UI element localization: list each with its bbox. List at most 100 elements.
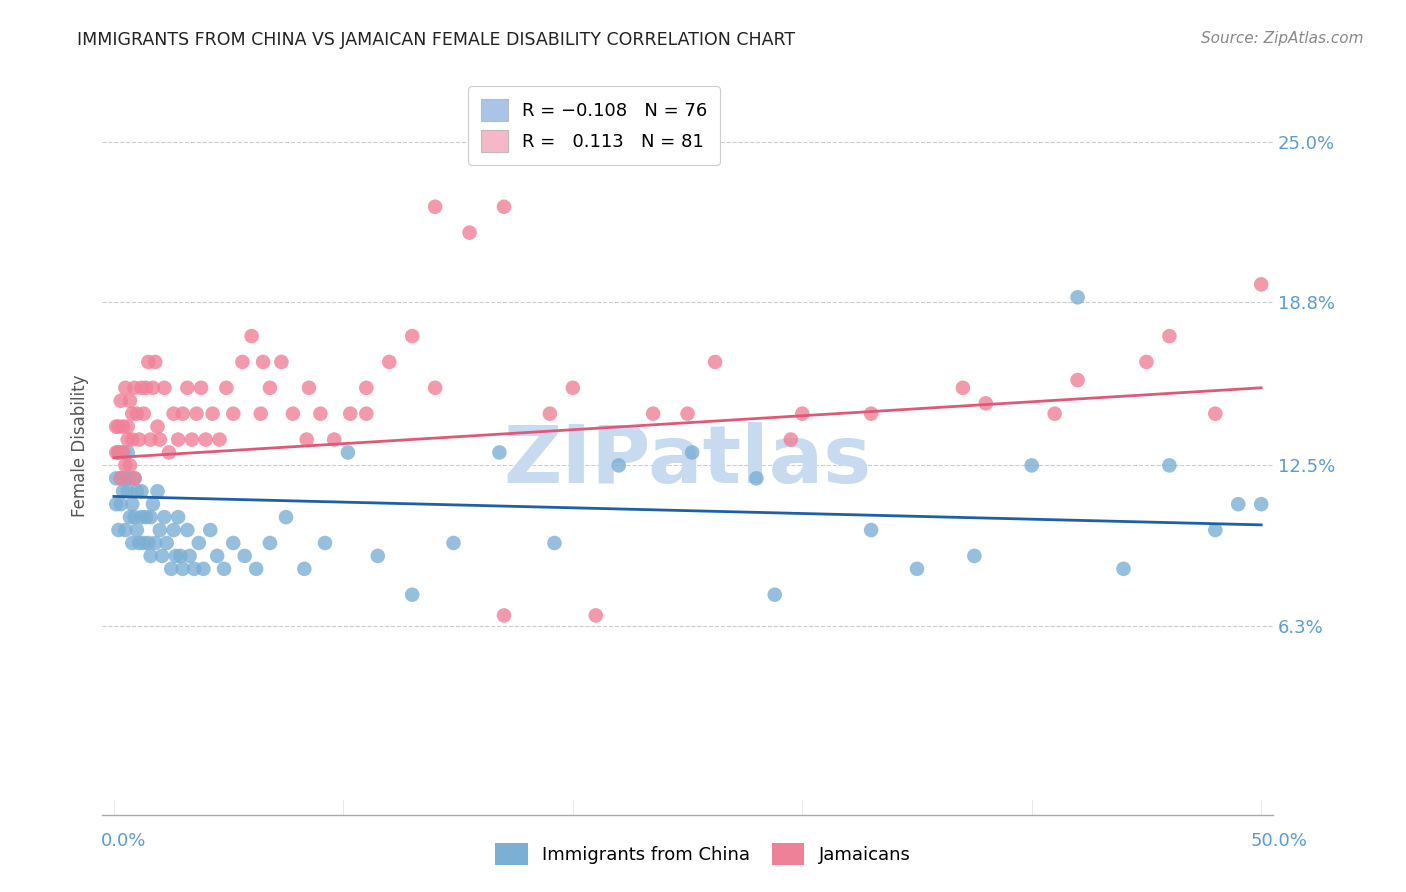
Point (401, 588, 423, 602)
Point (135, 510, 157, 524)
Point (110, 497, 132, 511)
Point (112, 419, 135, 434)
Point (124, 471, 146, 485)
Point (107, 419, 129, 434)
Point (745, 471, 768, 485)
Point (963, 549, 986, 563)
Point (336, 445, 359, 459)
Point (423, 200, 446, 214)
Point (274, 510, 297, 524)
Point (423, 381, 446, 395)
Point (194, 433, 217, 447)
Point (179, 549, 201, 563)
Point (488, 445, 510, 459)
Text: 0.0%: 0.0% (101, 831, 146, 849)
Point (125, 484, 148, 499)
Point (162, 523, 184, 537)
Point (110, 471, 132, 485)
Point (309, 407, 332, 421)
Point (259, 381, 281, 395)
Point (118, 510, 141, 524)
Legend: R = −0.108   N = 76, R =   0.113   N = 81: R = −0.108 N = 76, R = 0.113 N = 81 (468, 87, 720, 165)
Point (136, 355, 159, 369)
Point (186, 407, 208, 421)
Point (105, 471, 128, 485)
Point (131, 381, 153, 395)
Point (1227, 497, 1250, 511)
Point (974, 396, 997, 410)
Point (1204, 407, 1226, 421)
Point (121, 497, 143, 511)
Point (492, 200, 515, 214)
Point (118, 458, 141, 473)
Point (114, 381, 136, 395)
Point (139, 549, 162, 563)
Point (543, 536, 565, 550)
Point (112, 445, 135, 459)
Point (118, 393, 141, 408)
Point (1066, 290, 1088, 304)
Point (952, 381, 974, 395)
Point (176, 523, 198, 537)
Point (443, 536, 465, 550)
Point (401, 329, 423, 343)
Point (212, 562, 235, 576)
Point (492, 608, 515, 623)
Point (205, 549, 228, 563)
Point (323, 433, 346, 447)
Point (132, 536, 155, 550)
Point (150, 549, 173, 563)
Y-axis label: Female Disability: Female Disability (72, 375, 89, 517)
Point (149, 433, 172, 447)
Point (339, 407, 361, 421)
Point (1066, 373, 1088, 387)
Point (117, 419, 139, 434)
Point (298, 381, 321, 395)
Point (125, 523, 148, 537)
Point (135, 381, 157, 395)
Point (193, 562, 215, 576)
Point (114, 458, 136, 473)
Point (367, 549, 389, 563)
Point (114, 471, 136, 485)
Point (233, 549, 256, 563)
Point (259, 536, 281, 550)
Point (905, 562, 928, 576)
Point (378, 355, 401, 369)
Point (117, 484, 139, 499)
Point (176, 381, 198, 395)
Point (704, 355, 727, 369)
Point (1021, 458, 1043, 473)
Point (676, 407, 699, 421)
Point (187, 536, 209, 550)
Point (222, 536, 245, 550)
Point (1043, 407, 1066, 421)
Legend: Immigrants from China, Jamaicans: Immigrants from China, Jamaicans (486, 834, 920, 874)
Point (142, 497, 165, 511)
Point (1250, 277, 1272, 292)
Point (105, 445, 128, 459)
Point (153, 381, 176, 395)
Point (107, 523, 129, 537)
Point (112, 484, 135, 499)
Point (162, 407, 184, 421)
Point (181, 433, 204, 447)
Point (172, 407, 194, 421)
Point (1204, 523, 1226, 537)
Point (146, 484, 169, 499)
Point (183, 562, 205, 576)
Point (139, 433, 162, 447)
Point (215, 381, 238, 395)
Point (292, 562, 315, 576)
Point (1159, 458, 1181, 473)
Point (157, 445, 180, 459)
Point (112, 445, 135, 459)
Point (117, 445, 139, 459)
Point (295, 433, 318, 447)
Point (779, 433, 801, 447)
Point (143, 536, 166, 550)
Point (643, 407, 665, 421)
Point (143, 355, 166, 369)
Point (124, 471, 146, 485)
Point (190, 381, 212, 395)
